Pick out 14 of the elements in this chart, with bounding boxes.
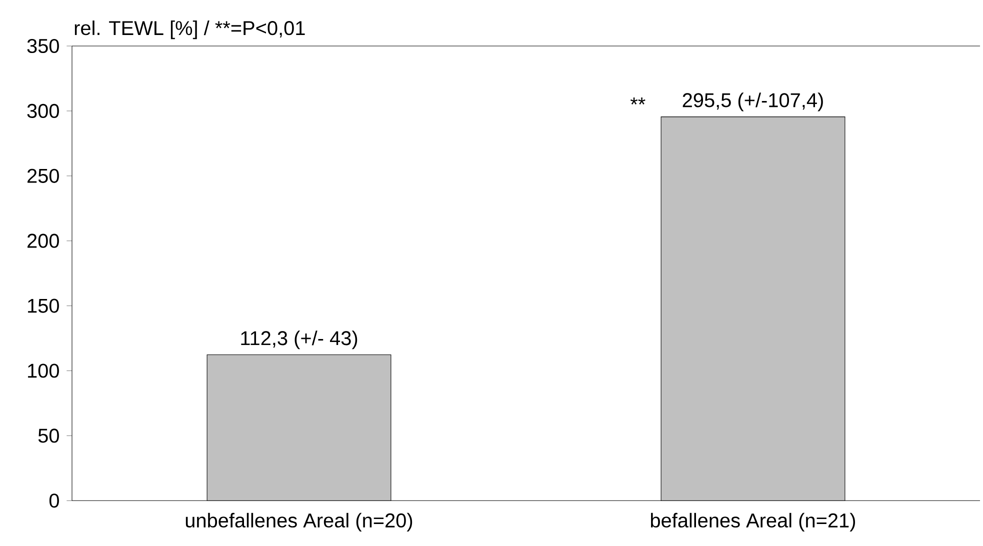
data-label: 112,3 (+/- 43)	[241, 330, 358, 350]
x-tick-label: befallenes Areal (n=21)	[651, 512, 855, 532]
y-tick-label: 250	[28, 168, 59, 183]
y-tick-label: 300	[27, 104, 59, 118]
y-tick-label: 100	[28, 364, 59, 378]
data-label: 295,5 (+/-107,4)	[682, 92, 823, 112]
annotation: **	[630, 97, 646, 104]
y-axis-title: rel. TEWL [%] / **=P<0,01	[74, 20, 305, 40]
y-tick-label: 0	[49, 494, 59, 508]
y-tick-label: 200	[28, 234, 59, 248]
y-tick-label: 50	[38, 428, 59, 443]
y-tick-label: 150	[28, 298, 59, 313]
x-tick-label: unbefallenes Areal (n=20)	[186, 512, 412, 532]
y-tick-label: 350	[27, 38, 59, 54]
